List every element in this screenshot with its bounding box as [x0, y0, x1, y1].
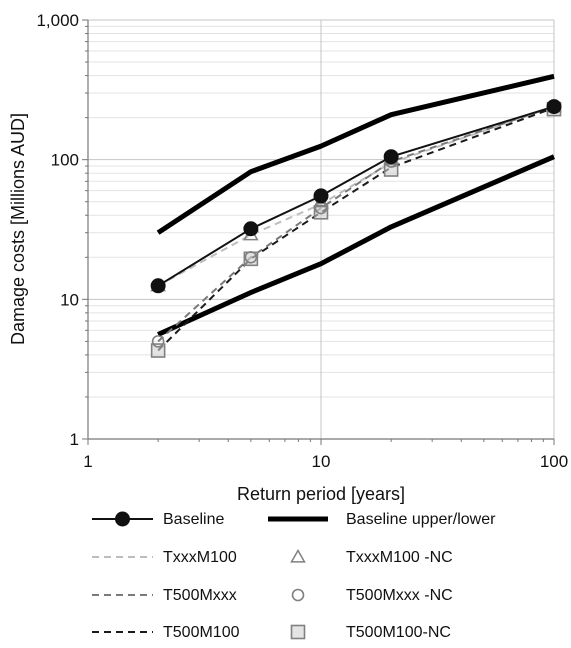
legend-item: T500Mxxx [92, 587, 237, 604]
legend-label: T500Mxxx [163, 587, 237, 604]
x-tick-label: 100 [540, 452, 568, 471]
series-line-t500m100 [157, 106, 555, 352]
legend-marker [290, 548, 306, 563]
legend-label: T500M100 [163, 624, 240, 641]
y-tick-label: 1 [70, 430, 79, 449]
data-point [546, 99, 562, 115]
legend-marker [115, 511, 130, 527]
y-tick-label: 100 [51, 151, 79, 170]
legend-label: Baseline upper/lower [346, 511, 496, 528]
legend-item: TxxxM100 -NC [290, 548, 453, 566]
y-tick-label: 10 [60, 290, 79, 309]
legend-marker [290, 624, 306, 640]
axes-layer [82, 19, 555, 445]
data-point [151, 335, 165, 348]
data-point [313, 188, 329, 204]
legend-marker [291, 588, 305, 602]
legend-item: T500M100 [92, 624, 240, 641]
legend-item: Baseline [92, 511, 224, 528]
series-line-baseline-lower [157, 154, 555, 337]
y-tick-label: 1,000 [36, 11, 79, 30]
data-point [150, 278, 166, 294]
legend-label: Baseline [163, 511, 224, 528]
data-point [383, 149, 399, 165]
legend-item: Baseline upper/lower [268, 511, 496, 528]
data-point [150, 343, 166, 358]
y-axis-title: Damage costs [Millions AUD] [8, 113, 28, 345]
series-line-txxxm100 [157, 105, 555, 287]
legend-item: TxxxM100 [92, 549, 237, 566]
legend-label: TxxxM100 -NC [346, 549, 453, 566]
ticks-layer: 1 10 100 1,000 1 10 100 [36, 11, 568, 471]
legend-label: T500Mxxx -NC [346, 587, 453, 604]
legend-item: T500M100-NC [290, 624, 451, 641]
legend-item: T500Mxxx -NC [291, 587, 453, 604]
legend-label: TxxxM100 [163, 549, 237, 566]
legend-label: T500M100-NC [346, 624, 451, 641]
x-tick-label: 10 [312, 452, 331, 471]
grid-layer [88, 19, 555, 439]
series-line-baseline-upper-lower [156, 73, 555, 235]
legend: Baseline Baseline upper/lower TxxxM100 Txxx… [92, 511, 496, 641]
data-point [243, 221, 259, 237]
data-point [244, 250, 258, 264]
x-tick-label: 1 [83, 452, 92, 471]
data-point [313, 204, 329, 220]
x-axis-title: Return period [years] [237, 484, 405, 504]
markers-layer [150, 98, 562, 358]
